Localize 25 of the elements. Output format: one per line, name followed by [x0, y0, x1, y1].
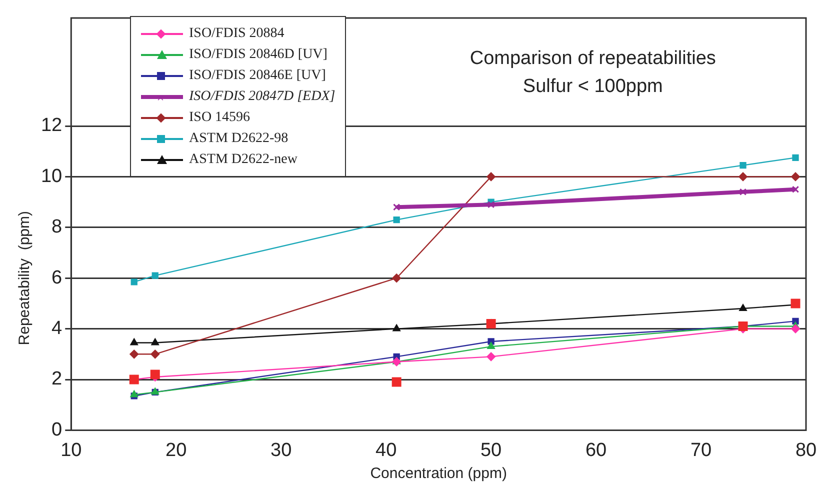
legend-label: ISO/FDIS 20847D [EDX] — [189, 88, 336, 104]
chart-title: Comparison of repeatabilities — [470, 48, 716, 69]
y-tick-label: 12 — [40, 115, 62, 136]
x-tick-label: 80 — [795, 440, 817, 461]
x-tick-label: 50 — [480, 440, 502, 461]
y-tick-label: 4 — [52, 318, 63, 340]
legend-label: ASTM D2622-new — [189, 152, 298, 168]
y-tick-label: 6 — [52, 267, 62, 288]
legend-label: ASTM D2622-98 — [189, 130, 288, 146]
x-tick-label: 40 — [376, 440, 397, 461]
legend-label: ISO 14596 — [189, 110, 250, 126]
x-tick-label: 60 — [585, 440, 607, 461]
y-tick-label: 10 — [40, 166, 62, 187]
chart-subtitle: Sulfur < 100ppm — [522, 76, 663, 97]
x-tick-label: 70 — [690, 440, 712, 461]
y-tick-label: 8 — [52, 216, 62, 238]
legend-label: ISO/FDIS 20846E [UV] — [189, 68, 326, 84]
y-tick-label: 0 — [52, 419, 62, 440]
legend-label: ISO/FDIS 20884 — [189, 26, 284, 42]
x-tick-label: 20 — [166, 440, 187, 461]
y-tick-label: 2 — [52, 368, 62, 390]
x-tick-label: 30 — [270, 440, 292, 461]
x-axis-title: Concentration (ppm) — [370, 465, 507, 482]
y-axis-title: Repeatability (ppm) — [16, 210, 34, 346]
legend-label: ISO/FDIS 20846D [UV] — [189, 46, 328, 62]
